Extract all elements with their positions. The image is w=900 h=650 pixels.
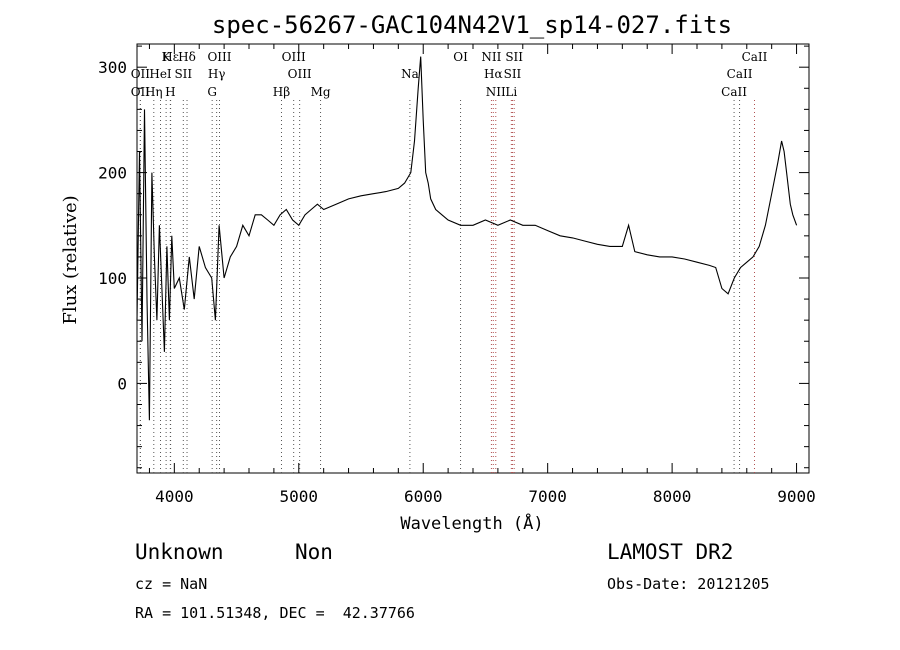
line-label-24: NII xyxy=(486,85,506,99)
observation-date: Obs-Date: 20121205 xyxy=(607,575,770,593)
survey-name: LAMOST DR2 xyxy=(607,540,734,564)
spectral-line-markers xyxy=(139,100,755,473)
line-label-3: OIII xyxy=(207,50,231,64)
plot-frame xyxy=(136,43,810,474)
x-tick-label: 6000 xyxy=(404,487,443,506)
line-label-23: Mg xyxy=(311,85,331,99)
line-label-18: OII xyxy=(131,85,151,99)
chart-title: spec-56267-GAC104N42V1_sp14-027.fits xyxy=(212,11,732,39)
line-label-11: SII xyxy=(174,67,192,81)
line-label-12: Hγ xyxy=(208,67,226,81)
line-label-15: Hα xyxy=(484,67,503,81)
y-axis-label: Flux (relative) xyxy=(60,195,81,324)
line-label-26: CaII xyxy=(721,85,747,99)
x-tick-label: 4000 xyxy=(155,487,194,506)
line-label-10: HeI xyxy=(149,67,172,81)
line-label-6: NII xyxy=(481,50,501,64)
line-label-2: Hδ xyxy=(178,50,196,64)
x-axis-label: Wavelength (Å) xyxy=(400,512,543,534)
coordinates: RA = 101.51348, DEC = 42.37766 xyxy=(135,604,415,622)
line-label-5: OI xyxy=(453,50,468,64)
object-class: Unknown xyxy=(135,540,224,564)
y-tick-label: 100 xyxy=(98,269,127,288)
line-label-4: OIII xyxy=(282,50,306,64)
line-label-9: OII xyxy=(131,67,151,81)
line-label-20: H xyxy=(165,85,175,99)
line-label-8: CaII xyxy=(742,50,768,64)
line-label-7: SII xyxy=(505,50,523,64)
spectrum-line xyxy=(136,56,798,421)
line-label-21: G xyxy=(207,85,217,99)
line-label-1: K xyxy=(162,50,172,64)
y-tick-label: 300 xyxy=(98,58,127,77)
axis-tick-labels: 4000 5000 6000 7000 8000 9000 0 100 200 300 xyxy=(98,58,816,506)
line-label-17: CaII xyxy=(727,67,753,81)
spectrum-chart: spec-56267-GAC104N42V1_sp14-027.fits HεK… xyxy=(60,11,816,534)
y-tick-label: 0 xyxy=(117,374,127,393)
line-label-13: OIII xyxy=(288,67,312,81)
axis-ticks xyxy=(137,44,809,473)
x-tick-label: 5000 xyxy=(280,487,319,506)
line-label-16: SII xyxy=(504,67,522,81)
x-tick-label: 7000 xyxy=(528,487,567,506)
object-subclass: Non xyxy=(295,540,333,564)
redshift-value: cz = NaN xyxy=(135,575,208,593)
line-label-25: Li xyxy=(505,85,517,99)
x-tick-label: 9000 xyxy=(777,487,816,506)
line-label-19: Hη xyxy=(145,85,163,99)
line-label-22: Hβ xyxy=(273,85,290,99)
y-tick-label: 200 xyxy=(98,164,127,183)
x-tick-label: 8000 xyxy=(653,487,692,506)
line-label-14: Na xyxy=(401,67,419,81)
